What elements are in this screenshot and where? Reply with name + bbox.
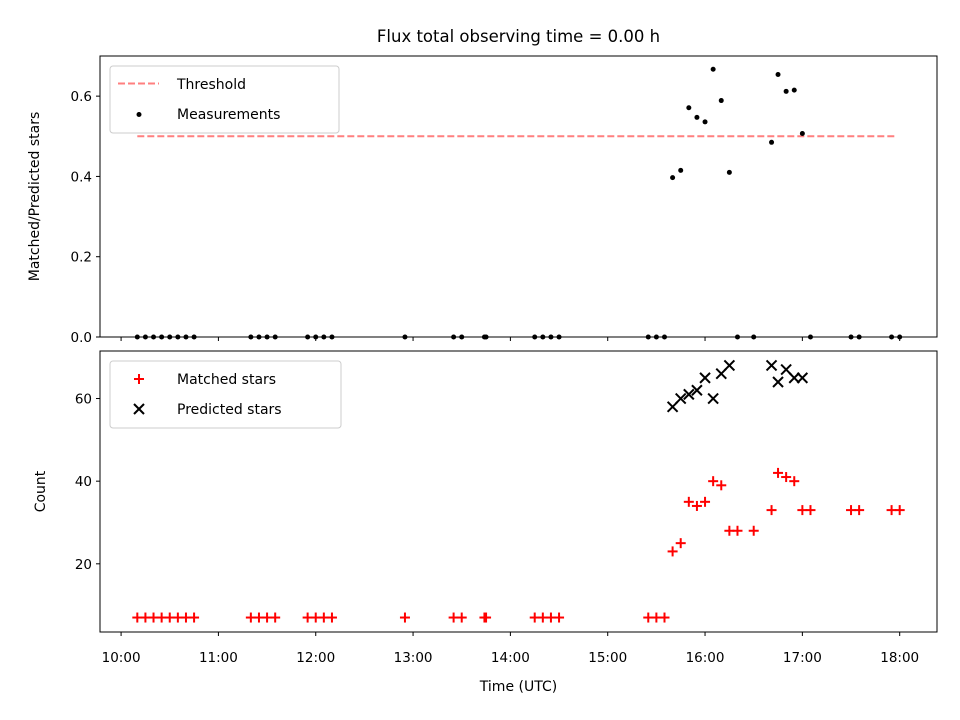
matched-star-point <box>766 505 777 516</box>
counts-x-axis-label: Time (UTC) <box>479 679 557 695</box>
ratio-y-ticks: 0.0 0.2 0.4 0.6 <box>71 89 100 346</box>
ratio-x-ticks <box>120 337 901 341</box>
measurement-point <box>702 119 708 125</box>
matched-star-point <box>326 612 337 623</box>
matched-star-point <box>270 612 281 623</box>
matched-star-point <box>683 496 694 507</box>
matched-star-point <box>700 496 711 507</box>
measurement-point <box>678 167 684 173</box>
matched-star-point <box>481 612 492 623</box>
predicted-star-point <box>683 388 695 401</box>
legend-matched-marker <box>134 374 144 384</box>
ratio-y-tick-label: 0.4 <box>71 169 92 185</box>
legend-measurements-swatch <box>136 112 142 117</box>
measurement-point <box>791 87 797 93</box>
measurement-point <box>783 88 789 94</box>
ratio-legend-box <box>109 65 340 134</box>
counts-x-tick-label: 14:00 <box>491 650 530 666</box>
legend-measurements-label: Measurements <box>177 107 280 123</box>
ratio-y-tick-label: 0.2 <box>71 250 92 266</box>
counts-legend-box <box>109 360 342 429</box>
matched-star-point <box>399 612 410 623</box>
matched-star-point <box>667 546 678 557</box>
measurement-point <box>718 98 724 104</box>
counts-x-ticks: 10:00 11:00 12:00 13:00 14:00 15:00 16:00 17:00… <box>102 632 919 666</box>
measurement-point <box>775 71 781 77</box>
predicted-star-point <box>707 392 719 405</box>
counts-panel: 20 40 60 10:00 11:00 12:00 13:00 14:00 15:00 16:… <box>33 350 938 695</box>
legend-threshold-label: Threshold <box>176 77 246 93</box>
counts-marks <box>132 359 905 623</box>
legend-predicted-label: Predicted stars <box>177 402 282 418</box>
legend-matched-swatch <box>134 374 144 384</box>
predicted-star-point <box>765 359 778 372</box>
matched-star-point <box>675 538 686 549</box>
counts-x-tick-label: 17:00 <box>783 650 822 666</box>
matched-star-point <box>789 476 800 487</box>
predicted-star-point <box>691 384 703 396</box>
predicted-star-point <box>675 392 687 405</box>
ratio-y-axis-label: Matched/Predicted stars <box>27 112 43 282</box>
measurement-point <box>726 169 732 175</box>
matched-star-point <box>781 472 792 483</box>
matched-star-point <box>189 612 200 623</box>
legend-predicted-marker <box>133 403 145 415</box>
predicted-star-point <box>772 376 784 388</box>
measurement-point <box>769 139 775 145</box>
matched-star-point <box>894 505 905 516</box>
counts-y-tick-label: 20 <box>75 557 92 573</box>
legend-matched-label: Matched stars <box>177 372 276 388</box>
ratio-y-tick-label: 0.0 <box>71 330 92 346</box>
matched-star-point <box>691 500 702 511</box>
counts-x-tick-label: 13:00 <box>394 650 433 666</box>
counts-axes-frame <box>99 350 938 633</box>
counts-y-ticks: 20 40 60 <box>75 392 100 573</box>
chart-title: Flux total observing time = 0.00 h <box>377 27 660 46</box>
matched-star-point <box>732 525 743 536</box>
measurement-point <box>686 105 692 111</box>
counts-y-tick-label: 40 <box>75 474 92 490</box>
counts-x-tick-label: 12:00 <box>296 650 335 666</box>
predicted-star-point <box>723 359 736 372</box>
counts-x-tick-label: 10:00 <box>102 650 141 666</box>
ratio-y-tick-label: 0.6 <box>71 89 92 105</box>
matched-star-point <box>773 467 784 478</box>
measurement-point <box>670 175 676 181</box>
predicted-star-point <box>699 372 711 384</box>
predicted-star-point <box>788 372 800 384</box>
ratio-axes-frame <box>99 55 938 338</box>
counts-x-tick-label: 18:00 <box>880 650 919 666</box>
measurement-point <box>799 130 805 136</box>
counts-y-tick-label: 60 <box>75 392 92 408</box>
matched-star-point <box>456 612 467 623</box>
matched-star-point <box>708 476 719 487</box>
counts-y-axis-label: Count <box>33 470 49 512</box>
counts-x-tick-label: 16:00 <box>686 650 725 666</box>
ratio-panel: 0.0 0.2 0.4 0.6 Matched/Predicted stars Thr… <box>27 55 938 346</box>
counts-x-tick-label: 15:00 <box>588 650 627 666</box>
counts-x-tick-label: 11:00 <box>199 650 238 666</box>
matched-star-point <box>716 480 727 491</box>
predicted-star-point <box>796 372 809 384</box>
measurement-point <box>694 114 700 120</box>
matched-star-point <box>805 505 816 516</box>
ratio-legend: Threshold Measurements <box>109 65 340 134</box>
counts-legend: Matched stars Predicted stars <box>109 360 342 429</box>
matched-star-point <box>748 525 759 536</box>
measurement-point <box>710 66 716 72</box>
legend-predicted-swatch <box>133 403 145 415</box>
matched-star-point <box>854 505 865 516</box>
matched-star-point <box>659 612 670 623</box>
matched-star-point <box>554 612 565 623</box>
